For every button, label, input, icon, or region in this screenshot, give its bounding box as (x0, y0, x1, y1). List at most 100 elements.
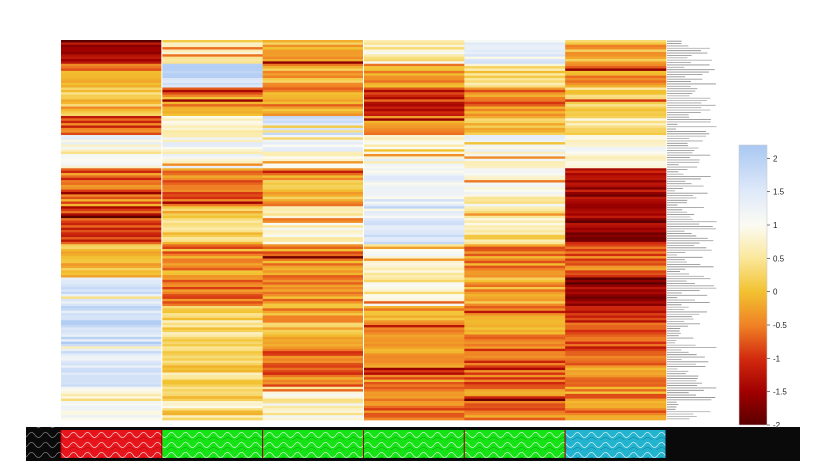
heatmap-cell (61, 78, 163, 81)
heatmap-cell (565, 239, 667, 243)
heatmap-cell (262, 42, 364, 46)
heatmap-cell (61, 130, 163, 133)
heatmap-cell (161, 227, 263, 231)
heatmap-cell (464, 97, 566, 100)
heatmap-cell (161, 168, 263, 171)
heatmap-cell (262, 291, 364, 295)
heatmap-cell (464, 165, 566, 169)
heatmap-cell (161, 104, 263, 107)
heatmap-cell (61, 353, 163, 357)
heatmap-cell (161, 384, 263, 388)
heatmap-cell (363, 412, 465, 416)
heatmap-cell (565, 289, 667, 293)
heatmap-cell (161, 408, 263, 411)
heatmap-cell (262, 315, 364, 319)
heatmap-cell (61, 108, 163, 112)
heatmap-cell (565, 412, 667, 416)
heatmap-cell (262, 177, 364, 181)
heatmap-cell (161, 277, 263, 281)
heatmap-cell (161, 296, 263, 300)
heatmap-cell (565, 358, 667, 361)
heatmap-cell (464, 189, 566, 193)
heatmap-cell (262, 384, 364, 388)
heatmap-cell (262, 120, 364, 124)
heatmap-cell (61, 70, 163, 74)
heatmap-cell (262, 289, 364, 293)
heatmap-cell (161, 284, 263, 288)
heatmap-cell (363, 40, 465, 43)
heatmap-cell (565, 211, 667, 214)
heatmap-cell (61, 158, 163, 162)
heatmap-cell (61, 284, 163, 288)
heatmap-cell (161, 59, 263, 62)
heatmap-cell (464, 206, 566, 209)
heatmap-cell (464, 272, 566, 276)
heatmap-cell (161, 189, 263, 193)
heatmap-cell (363, 322, 465, 326)
heatmap-cell (61, 201, 163, 205)
heatmap-cell (61, 405, 163, 409)
heatmap-cell (262, 89, 364, 93)
heatmap-cell (464, 325, 566, 328)
column-group-bar (26, 427, 800, 461)
heatmap-cell (161, 237, 263, 240)
heatmap-cell (464, 99, 566, 103)
heatmap-cell (363, 232, 465, 236)
heatmap-cell (464, 61, 566, 65)
heatmap-cell (565, 144, 667, 148)
heatmap-cell (363, 213, 465, 217)
heatmap-cell (464, 227, 566, 231)
heatmap-cell (363, 239, 465, 243)
heatmap-cell (161, 234, 263, 238)
heatmap-cell (565, 73, 667, 76)
heatmap-cell (363, 265, 465, 269)
heatmap-cell (262, 73, 364, 76)
heatmap-cell (363, 89, 465, 93)
heatmap-cell (262, 372, 364, 376)
heatmap-cell (262, 130, 364, 133)
heatmap-cell (161, 225, 263, 228)
heatmap-cell (464, 101, 566, 105)
heatmap-cell (161, 139, 263, 143)
heatmap-cell (565, 272, 667, 276)
heatmap-cell (464, 377, 566, 380)
heatmap-cell (161, 47, 263, 50)
heatmap-cell (262, 132, 364, 136)
heatmap-cell (61, 344, 163, 347)
heatmap-cell (61, 348, 163, 352)
heatmap-cell (161, 289, 263, 293)
heatmap-cell (363, 194, 465, 198)
heatmap-cell (161, 282, 263, 285)
heatmap-cell (161, 403, 263, 407)
heatmap-cell (61, 101, 163, 105)
heatmap-cell (262, 301, 364, 304)
heatmap-cell (61, 208, 163, 212)
heatmap-cell (262, 365, 364, 369)
heatmap-cell (262, 165, 364, 169)
heatmap-cell (161, 184, 263, 188)
heatmap-cell (262, 192, 364, 195)
colorbar-tick-label: 2 (773, 154, 778, 163)
colorbar-gradient (738, 144, 768, 426)
heatmap-cell (464, 389, 566, 392)
heatmap-cell (363, 75, 465, 79)
heatmap-cell (262, 56, 364, 60)
heatmap-cell (262, 256, 364, 259)
heatmap-cell (464, 403, 566, 407)
heatmap-cell (61, 163, 163, 167)
heatmap-cell (262, 116, 364, 119)
heatmap-cell (262, 287, 364, 290)
heatmap-cell (565, 80, 667, 84)
heatmap-cell (61, 151, 163, 155)
row-labels (667, 40, 717, 420)
heatmap-cell (61, 87, 163, 91)
heatmap-cell (464, 279, 566, 283)
heatmap-cell (61, 177, 163, 181)
heatmap-cell (565, 287, 667, 290)
heatmap-cell (161, 244, 263, 247)
heatmap-cell (565, 194, 667, 198)
heatmap-cell (262, 336, 364, 340)
heatmap-cell (262, 127, 364, 131)
heatmap-cell (161, 80, 263, 84)
heatmap-cell (262, 135, 364, 138)
